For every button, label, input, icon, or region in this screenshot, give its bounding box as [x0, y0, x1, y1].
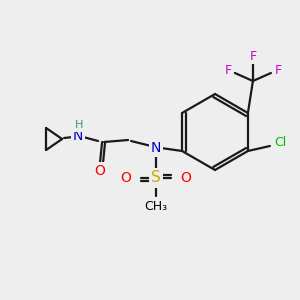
Text: H: H [75, 120, 83, 130]
Text: O: O [121, 171, 131, 185]
Text: N: N [73, 129, 83, 143]
Text: F: F [224, 64, 232, 76]
Text: F: F [274, 64, 281, 76]
Text: Cl: Cl [274, 136, 286, 149]
Text: S: S [151, 170, 161, 185]
Text: F: F [249, 50, 256, 62]
Text: CH₃: CH₃ [145, 200, 168, 212]
Text: N: N [151, 141, 161, 155]
Text: O: O [181, 171, 191, 185]
Text: O: O [95, 164, 106, 178]
